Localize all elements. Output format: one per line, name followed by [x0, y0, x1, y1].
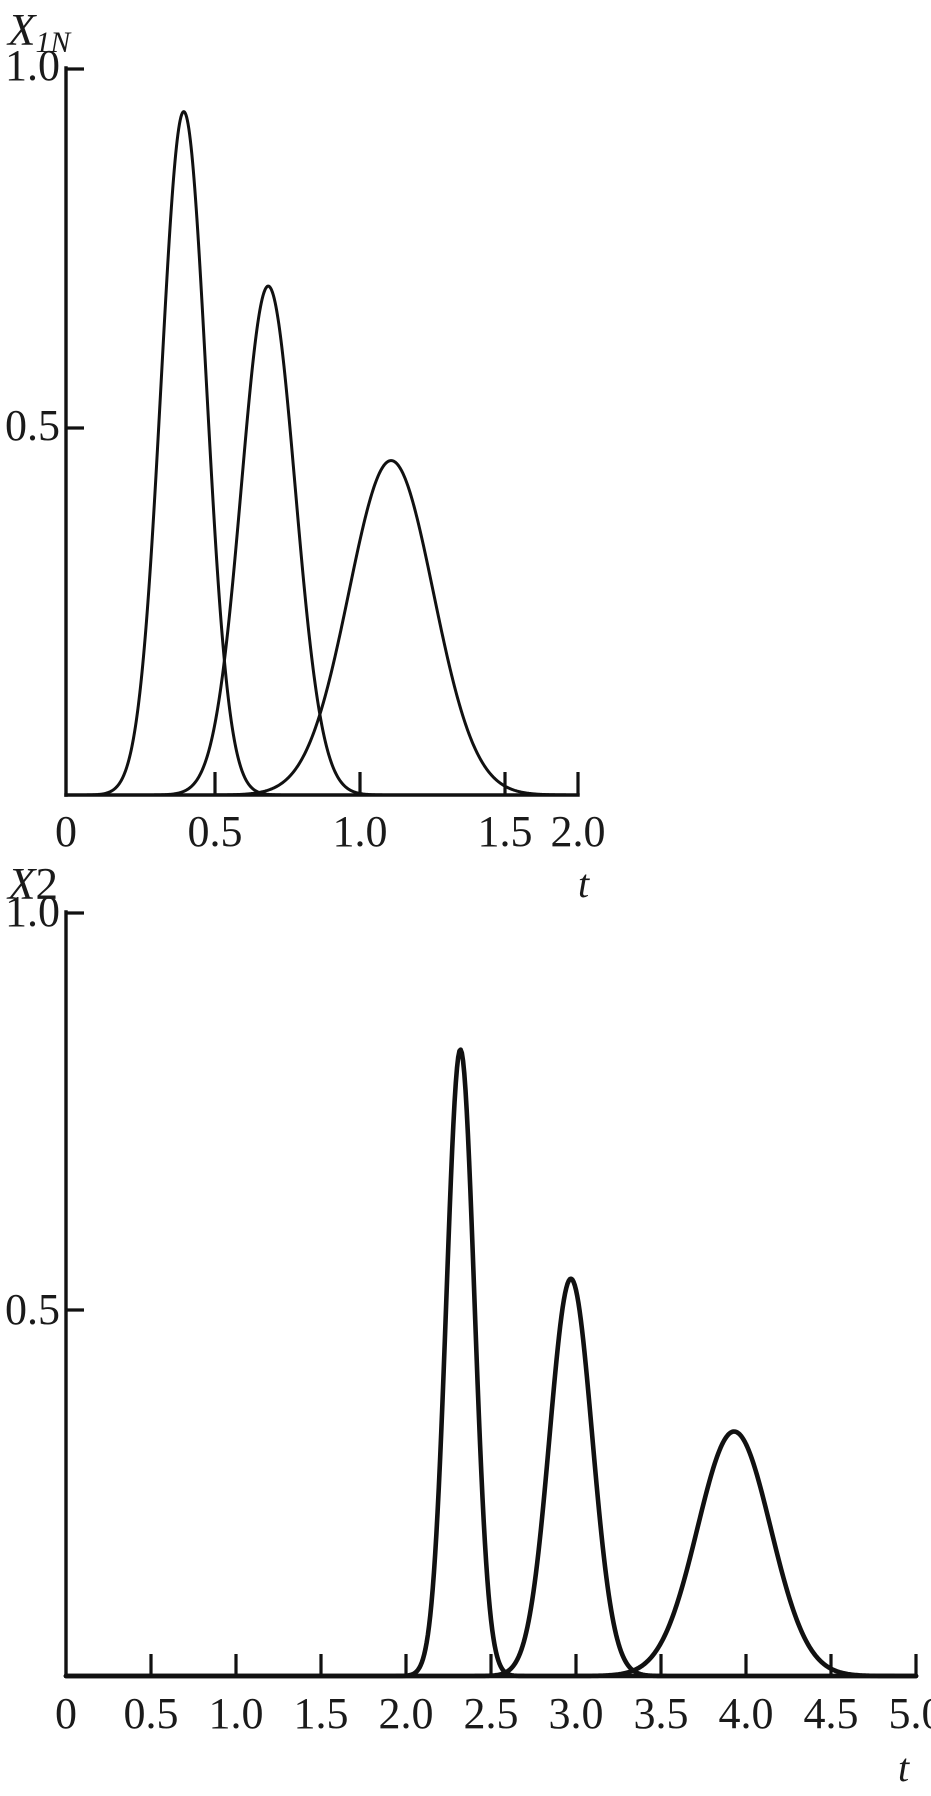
- curve-x2-pulse-1: [63, 1047, 919, 1679]
- y-axis-label-bottom-index: 2: [35, 859, 59, 909]
- x-tick-marks-top: [213, 772, 580, 795]
- x-tick-label-top-1.5: 1.5: [477, 807, 533, 856]
- curve-group-top: [64, 110, 580, 797]
- x-tick-label-bottom-2.0: 2.0: [378, 1689, 434, 1738]
- chart-panel-top: X1N 1.0 0.5 0 0.5 1.0 1.5 2.0 t: [5, 5, 606, 904]
- x-tick-label-bottom-0: 0: [55, 1689, 77, 1738]
- x-tick-label-top-0.5: 0.5: [187, 807, 243, 856]
- x-axis-label-top: t: [578, 861, 590, 906]
- x-axis-label-bottom: t: [898, 1745, 910, 1790]
- x-tick-label-bottom-4.5: 4.5: [803, 1689, 859, 1738]
- x-tick-label-bottom-0.5: 0.5: [123, 1689, 179, 1738]
- y-axis-label-bottom: X2: [8, 862, 58, 907]
- curve-group-bottom: [63, 1047, 919, 1679]
- x-tick-label-bottom-2.5: 2.5: [463, 1689, 519, 1738]
- x-tick-label-bottom-4.0: 4.0: [718, 1689, 774, 1738]
- y-axis-label-top-subscript: 1N: [35, 27, 71, 60]
- plot-area-bottom: [63, 910, 919, 1679]
- x-tick-label-bottom-1.0: 1.0: [208, 1689, 264, 1738]
- curve-x1n-pulse-3: [64, 459, 580, 797]
- y-tick-label-bottom-1.0: 1.0: [5, 887, 60, 936]
- x-tick-label-bottom-3.0: 3.0: [548, 1689, 604, 1738]
- y-axis-label-top: X1N: [8, 5, 70, 58]
- x-tick-label-bottom-3.5: 3.5: [633, 1689, 689, 1738]
- chart-panel-bottom: X2 1.0 0.5 0 0.5 1.0 1.5 2.0 2.5 3.0 3.5…: [0, 846, 931, 1796]
- x-tick-label-top-0: 0: [55, 807, 77, 856]
- y-tick-label-top-0.5: 0.5: [5, 401, 60, 450]
- x-tick-label-top-1.0: 1.0: [332, 807, 388, 856]
- curve-x2-pulse-3: [63, 1429, 919, 1679]
- y-axis-label-top-base: X: [8, 5, 36, 55]
- curve-x1n-pulse-2: [64, 284, 580, 797]
- x-tick-marks-bottom: [149, 1654, 918, 1676]
- curve-x1n-pulse-1: [64, 110, 580, 797]
- x-tick-label-bottom-5.0: 5.0: [888, 1689, 931, 1738]
- y-tick-label-top-1.0: 1.0: [5, 41, 60, 90]
- y-tick-label-bottom-0.5: 0.5: [5, 1285, 60, 1334]
- plot-area-top: [64, 66, 580, 797]
- x-tick-label-bottom-1.5: 1.5: [293, 1689, 349, 1738]
- x-tick-label-top-2.0: 2.0: [550, 807, 606, 856]
- y-axis-label-bottom-base: X: [8, 859, 36, 909]
